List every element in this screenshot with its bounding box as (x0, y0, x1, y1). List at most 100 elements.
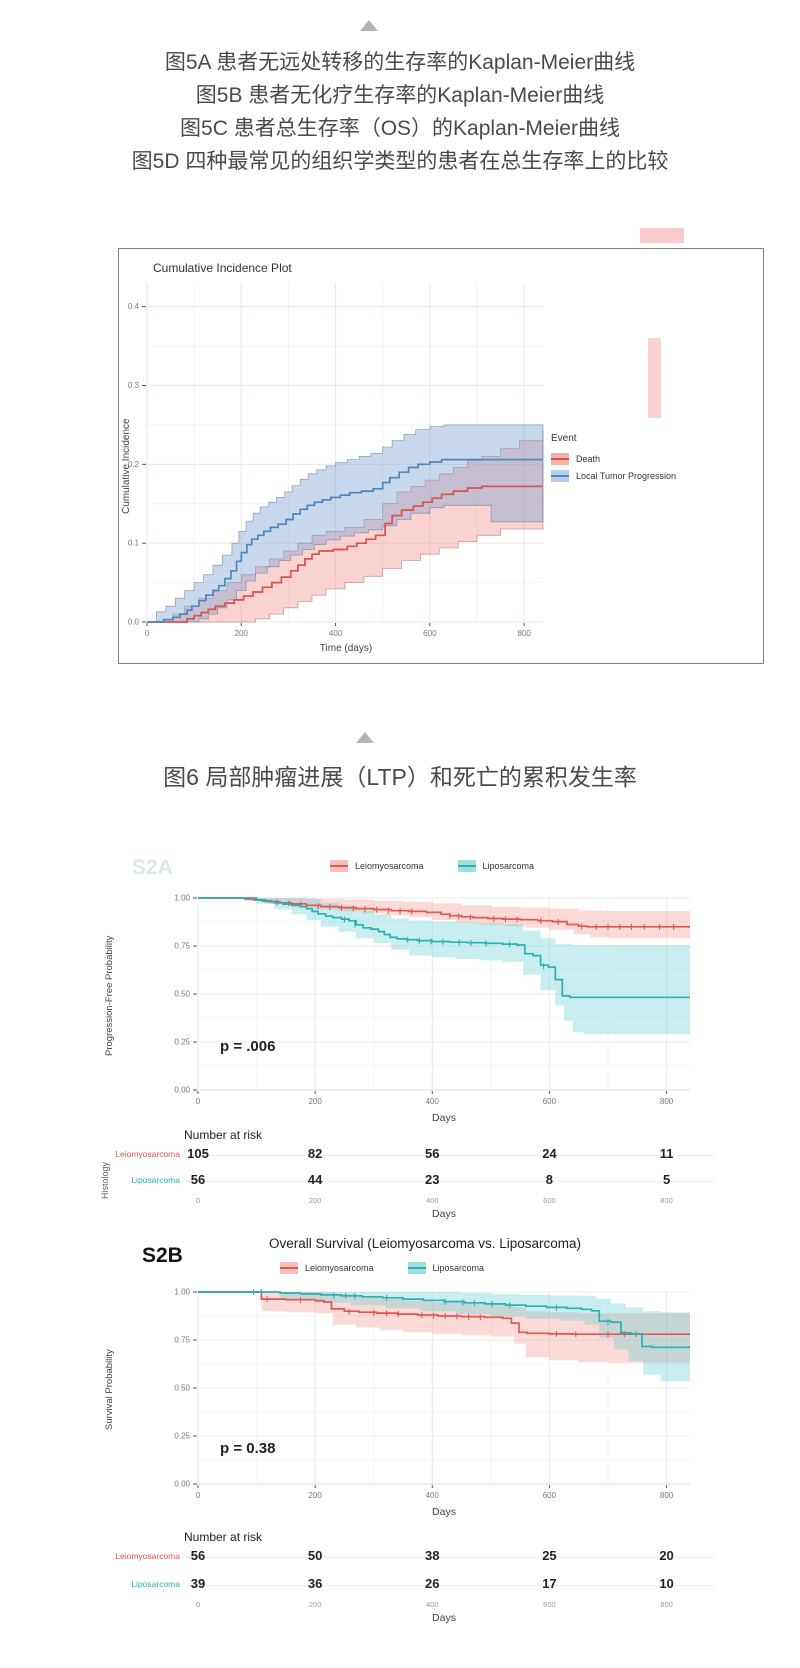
km_pfs-confidence-band (198, 898, 690, 940)
svg-text:800: 800 (660, 1097, 674, 1106)
risk-axis-label: Days (432, 1612, 456, 1624)
km_os-survival-curve (198, 1291, 690, 1336)
risk-count: 20 (659, 1548, 674, 1563)
x-axis-label: Days (432, 1112, 456, 1124)
risk-axis-tick: 0 (195, 1196, 201, 1205)
chart-title: Overall Survival (Leiomyosarcoma vs. Lip… (268, 1236, 582, 1251)
risk-axis-tick: 600 (543, 1196, 556, 1205)
svg-text:0.2: 0.2 (128, 460, 140, 469)
svg-text:400: 400 (426, 1491, 440, 1500)
y-axis-label: Cumulative Incidence (121, 418, 132, 514)
x-axis-label: Days (432, 1506, 456, 1518)
svg-text:200: 200 (308, 1097, 322, 1106)
collapse-arrow-icon-top[interactable] (360, 20, 378, 31)
svg-text:0.4: 0.4 (128, 302, 140, 311)
svg-text:0: 0 (196, 1491, 201, 1500)
risk-count: 44 (307, 1172, 323, 1187)
km_os-confidence-band (198, 1292, 690, 1383)
figure6-caption: 图6 局部肿瘤进展（LTP）和死亡的累积发生率 (163, 764, 637, 790)
cuminc-confidence-band (156, 424, 544, 623)
cuminc-survival-curve (147, 485, 543, 623)
figure5-caption-block: 图5A 患者无远处转移的生存率的Kaplan-Meier曲线 图5B 患者无化疗… (0, 46, 800, 178)
cumulative-incidence-figure: 0 200 400 600 800 0.0 0.1 0.2 0.3 0.4 Cumulative … (118, 248, 764, 664)
km_pfs-risk-heading: Number at risk (184, 1128, 263, 1142)
risk-count: 50 (307, 1548, 323, 1563)
svg-text:0.00: 0.00 (174, 1480, 190, 1489)
risk-axis-tick: 800 (660, 1196, 673, 1205)
legend-label-leiomyosarcoma: Leiomyosarcoma (355, 861, 424, 871)
risk-row-label: Liposarcoma (131, 1175, 180, 1185)
legend-item-liposarcoma: Liposarcoma (407, 1262, 484, 1274)
y-axis-label: Progression-Free Probability (104, 935, 115, 1057)
ltp-legend-key-icon (551, 470, 569, 482)
y-axis-label: Survival Probability (104, 1349, 115, 1431)
histology-legend: Leiomyosarcoma Liposarcoma (280, 1262, 518, 1274)
risk-count: 56 (425, 1146, 440, 1161)
legend-label-liposarcoma: Liposarcoma (482, 861, 535, 871)
svg-text:200: 200 (308, 1491, 322, 1500)
risk-axis-tick: 600 (543, 1600, 556, 1609)
km_pfs-confidence-band (198, 898, 690, 1035)
cuminc-confidence-band (172, 430, 544, 623)
event-legend: Event Death Local Tumor Progression (551, 433, 676, 482)
risk-row-label: Leiomyosarcoma (115, 1551, 180, 1561)
risk-count: 8 (545, 1172, 554, 1187)
legend-label-death: Death (576, 454, 601, 464)
legend-item-death: Death (551, 453, 676, 465)
risk-axis-tick: 800 (660, 1600, 673, 1609)
risk-axis-tick: 200 (308, 1600, 322, 1609)
svg-text:400: 400 (426, 1097, 440, 1106)
risk-count: 56 (190, 1548, 206, 1563)
risk-count: 82 (307, 1146, 323, 1161)
risk-row-line (186, 1585, 714, 1586)
risk-count: 17 (542, 1576, 557, 1591)
figure5d-caption: 图5D 四种最常见的组织学类型的患者在总生存率上的比较 (131, 150, 669, 173)
svg-text:1.00: 1.00 (174, 894, 190, 903)
risk-count: 105 (187, 1146, 209, 1161)
scan-artifact (640, 228, 684, 243)
risk-axis-tick: 400 (426, 1600, 439, 1609)
risk-axis-label: Days (432, 1208, 456, 1220)
svg-text:0.75: 0.75 (174, 942, 190, 951)
svg-text:800: 800 (660, 1491, 674, 1500)
scan-artifact (648, 338, 661, 418)
risk-row-label: Liposarcoma (131, 1579, 180, 1589)
risk-count: 23 (425, 1172, 440, 1187)
svg-text:0.1: 0.1 (128, 539, 140, 548)
svg-text:400: 400 (329, 629, 343, 638)
svg-text:0.3: 0.3 (128, 381, 140, 390)
svg-text:0.00: 0.00 (174, 1086, 190, 1095)
svg-text:0.0: 0.0 (128, 618, 140, 627)
risk-count: 38 (425, 1548, 440, 1563)
svg-text:0: 0 (196, 1097, 201, 1106)
risk-count: 56 (190, 1172, 206, 1187)
risk-count: 10 (659, 1576, 674, 1591)
panel-label-s2b: S2B (142, 1244, 183, 1267)
legend-item-ltp: Local Tumor Progression (551, 470, 676, 482)
risk-row-line (186, 1155, 714, 1156)
risk-count: 25 (542, 1548, 557, 1563)
risk-count: 26 (425, 1576, 440, 1591)
legend-item-leiomyosarcoma: Leiomyosarcoma (280, 1262, 374, 1274)
legend-label-leiomyosarcoma: Leiomyosarcoma (305, 1263, 374, 1273)
km_os-canvas: 0 200 400 600 800 0.00 0.25 0.50 0.75 1.00 (174, 1288, 690, 1500)
svg-text:0.50: 0.50 (174, 990, 190, 999)
svg-text:600: 600 (543, 1097, 557, 1106)
svg-text:0.75: 0.75 (174, 1336, 190, 1345)
liposarcoma-legend-key-icon (457, 860, 476, 872)
legend-title: Event (551, 433, 577, 444)
collapse-arrow-icon-mid[interactable] (356, 732, 374, 743)
svg-text:0.25: 0.25 (174, 1432, 190, 1441)
leiomyosarcoma-legend-key-icon (280, 1262, 298, 1274)
cuminc-survival-curve (147, 458, 543, 623)
x-axis-label: Time (days) (319, 643, 373, 654)
risk-count: 5 (662, 1172, 671, 1187)
km_os-survival-curve (198, 1291, 690, 1349)
figure5a-caption: 图5A 患者无远处转移的生存率的Kaplan-Meier曲线 (164, 51, 636, 74)
death-legend-key-icon (551, 453, 569, 465)
cuminc-canvas: 0 200 400 600 800 0.0 0.1 0.2 0.3 0.4 (128, 283, 544, 638)
risk-count: 39 (190, 1576, 206, 1591)
leiomyosarcoma-legend-key-icon (330, 860, 348, 872)
risk-row-line (186, 1557, 714, 1558)
